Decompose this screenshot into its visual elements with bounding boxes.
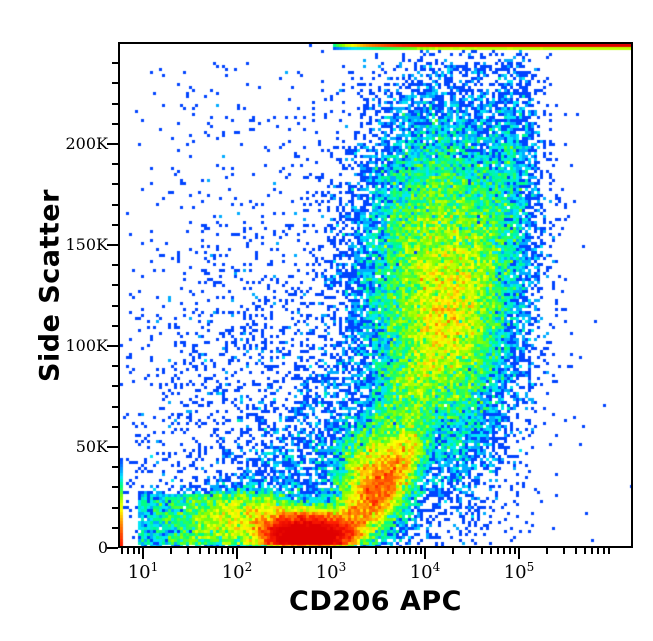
x-axis-minor-tick [386, 548, 389, 554]
x-axis-major-tick [518, 548, 520, 559]
y-axis-major-tick [107, 547, 118, 549]
x-tick-label: 102 [207, 560, 267, 583]
y-axis-major-tick [107, 244, 118, 246]
y-axis-minor-tick [112, 526, 118, 529]
x-axis-minor-tick [309, 548, 312, 554]
x-axis-minor-tick [591, 548, 594, 554]
x-axis-major-tick [142, 548, 144, 559]
x-axis-minor-tick [226, 548, 229, 554]
x-axis-minor-tick [607, 548, 610, 554]
x-axis-minor-tick [207, 548, 210, 554]
x-tick-mantissa: 10 [409, 562, 433, 583]
x-axis-minor-tick [221, 548, 224, 554]
x-tick-mantissa: 10 [503, 562, 527, 583]
y-tick-label: 0 [97, 538, 108, 557]
x-tick-label: 103 [301, 560, 361, 583]
y-axis-major-tick [107, 143, 118, 145]
y-axis-minor-tick [112, 506, 118, 509]
x-axis-minor-tick [602, 548, 605, 554]
y-axis-minor-tick [112, 223, 118, 226]
x-axis-minor-tick [452, 548, 455, 554]
x-tick-label: 104 [395, 560, 455, 583]
y-axis-minor-tick [112, 122, 118, 125]
x-axis-minor-tick [597, 548, 600, 554]
y-tick-label: 150K [65, 235, 109, 254]
x-axis-minor-tick [292, 548, 295, 554]
x-axis-minor-tick [215, 548, 218, 554]
y-tick-label: 50K [75, 437, 108, 456]
x-axis-minor-tick [419, 548, 422, 554]
x-axis-minor-tick [264, 548, 267, 554]
x-axis-title: CD206 APC [289, 586, 462, 617]
y-axis-minor-tick [112, 365, 118, 368]
y-axis-minor-tick [112, 62, 118, 65]
x-axis-major-tick [424, 548, 426, 559]
y-axis-minor-tick [112, 324, 118, 327]
x-axis-minor-tick [403, 548, 406, 554]
y-axis-minor-tick [112, 405, 118, 408]
x-axis-minor-tick [480, 548, 483, 554]
x-axis-minor-tick [468, 548, 471, 554]
x-tick-exponent: 3 [338, 560, 347, 574]
x-axis-minor-tick [186, 548, 189, 554]
x-axis-minor-tick [508, 548, 511, 554]
y-axis-major-tick [107, 446, 118, 448]
x-tick-label: 105 [489, 560, 549, 583]
y-axis-minor-tick [112, 304, 118, 307]
x-tick-exponent: 1 [150, 560, 159, 574]
x-axis-minor-tick [132, 548, 135, 554]
x-axis-minor-tick [414, 548, 417, 554]
x-axis-minor-tick [395, 548, 398, 554]
y-axis-minor-tick [112, 82, 118, 85]
y-axis-minor-tick [112, 385, 118, 388]
x-axis-minor-tick [374, 548, 377, 554]
x-tick-mantissa: 10 [315, 562, 339, 583]
x-tick-label: 101 [113, 560, 173, 583]
x-axis-minor-tick [320, 548, 323, 554]
x-axis-minor-tick [546, 548, 549, 554]
x-axis-minor-tick [583, 548, 586, 554]
y-axis-minor-tick [112, 284, 118, 287]
y-axis-minor-tick [112, 163, 118, 166]
y-axis-minor-tick [112, 264, 118, 267]
plot-area [118, 42, 633, 548]
x-tick-mantissa: 10 [127, 562, 151, 583]
x-axis-minor-tick [497, 548, 500, 554]
y-axis-major-tick [107, 345, 118, 347]
y-tick-label: 200K [65, 134, 109, 153]
y-axis-minor-tick [112, 425, 118, 428]
x-tick-exponent: 4 [432, 560, 441, 574]
x-axis-minor-tick [121, 548, 124, 554]
x-axis-minor-tick [280, 548, 283, 554]
y-tick-label: 100K [65, 336, 109, 355]
y-axis-minor-tick [112, 466, 118, 469]
x-axis-minor-tick [489, 548, 492, 554]
x-tick-mantissa: 10 [221, 562, 245, 583]
x-axis-minor-tick [198, 548, 201, 554]
x-tick-exponent: 2 [244, 560, 253, 574]
x-axis-minor-tick [170, 548, 173, 554]
x-axis-minor-tick [409, 548, 412, 554]
x-axis-minor-tick [315, 548, 318, 554]
x-axis-major-tick [330, 548, 332, 559]
x-axis-major-tick [236, 548, 238, 559]
x-axis-minor-tick [358, 548, 361, 554]
y-axis-title: Side Scatter [34, 189, 66, 382]
x-axis-minor-tick [562, 548, 565, 554]
y-axis-minor-tick [112, 203, 118, 206]
x-axis-minor-tick [137, 548, 140, 554]
y-axis-minor-tick [112, 486, 118, 489]
x-axis-minor-tick [513, 548, 516, 554]
y-axis-minor-tick [112, 102, 118, 105]
density-scatter-canvas [120, 44, 631, 546]
y-axis-minor-tick [112, 183, 118, 186]
x-tick-exponent: 5 [526, 560, 535, 574]
x-axis-minor-tick [127, 548, 130, 554]
x-axis-minor-tick [574, 548, 577, 554]
x-axis-minor-tick [503, 548, 506, 554]
x-axis-minor-tick [301, 548, 304, 554]
x-axis-minor-tick [325, 548, 328, 554]
x-axis-minor-tick [231, 548, 234, 554]
